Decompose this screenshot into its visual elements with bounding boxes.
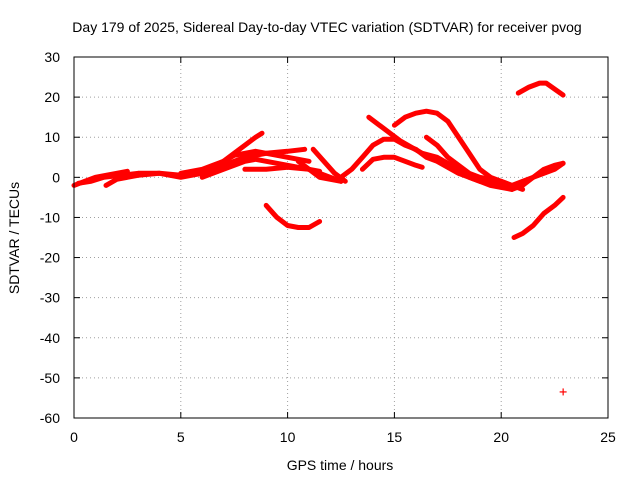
- series-trace-11: [359, 154, 425, 172]
- x-tick-label: 0: [70, 429, 78, 445]
- y-tick-label: -10: [40, 209, 60, 225]
- y-tick-label: 20: [44, 89, 60, 105]
- data-point-marker: [559, 388, 567, 396]
- x-tick-label: 20: [493, 429, 509, 445]
- series-trace-14: [423, 134, 566, 188]
- series-trace-16: [515, 80, 566, 98]
- y-tick-label: -50: [40, 370, 60, 386]
- y-tick-label: -40: [40, 330, 60, 346]
- x-axis-label: GPS time / hours: [287, 457, 394, 473]
- y-tick-label: 0: [52, 169, 60, 185]
- y-axis-label: SDTVAR / TECUs: [6, 182, 22, 294]
- series-trace-4: [178, 148, 312, 176]
- y-tick-label: -20: [40, 250, 60, 266]
- y-tick-label: -60: [40, 410, 60, 426]
- y-tick-label: 10: [44, 129, 60, 145]
- data-series: [71, 80, 567, 396]
- x-tick-labels: 0 5 10 15 20 25: [70, 429, 616, 445]
- y-tick-label: -30: [40, 290, 60, 306]
- plot-frame: [73, 56, 609, 419]
- x-tick-label: 10: [280, 429, 296, 445]
- series-trace-12: [366, 114, 515, 192]
- axis-ticks: [73, 56, 609, 419]
- x-tick-label: 15: [387, 429, 403, 445]
- series-trace-15: [511, 194, 566, 240]
- y-tick-labels: -60 -50 -40 -30 -20 -10 0 10 20 30: [40, 49, 60, 426]
- x-tick-label: 5: [177, 429, 185, 445]
- series-trace-8: [295, 158, 344, 184]
- y-tick-label: 30: [44, 49, 60, 65]
- grid-lines: [74, 57, 608, 418]
- x-tick-label: 25: [600, 429, 616, 445]
- chart-title: Day 179 of 2025, Sidereal Day-to-day VTE…: [72, 19, 581, 35]
- series-trace-7: [263, 202, 323, 230]
